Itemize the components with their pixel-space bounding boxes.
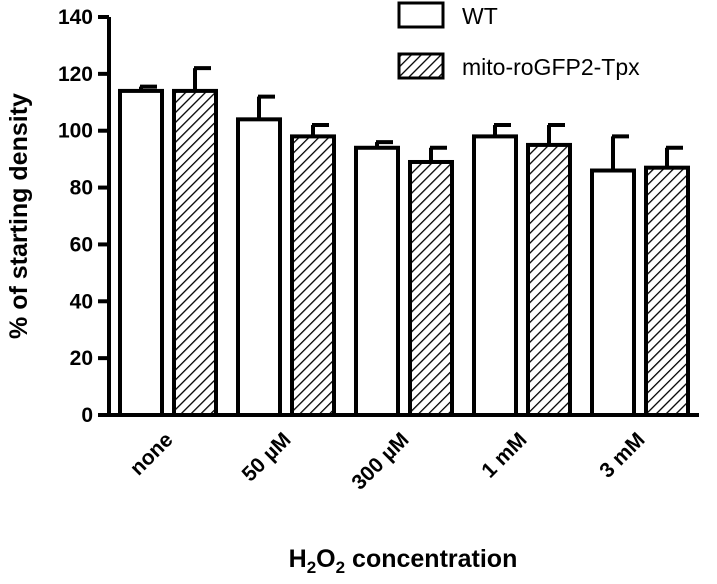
x-tick-label-50-m: 50 µM bbox=[238, 428, 296, 486]
y-ticks-group: 0 20 40 60 80 100 120 140 bbox=[58, 6, 109, 427]
y-tick-label-60: 60 bbox=[70, 233, 93, 256]
x-tick-label-3-mm: 3 mM bbox=[595, 428, 649, 482]
y-tick-label-100: 100 bbox=[58, 120, 93, 143]
legend: WT mito-roGFP2-Tpx bbox=[397, 1, 640, 80]
y-axis-title: % of starting density bbox=[5, 93, 33, 339]
bar-wt-1-mm bbox=[472, 134, 518, 417]
y-tick-label-120: 120 bbox=[58, 63, 93, 86]
bar-mito-rogfp2-tpx-50-m bbox=[290, 134, 336, 417]
bar-wt-50-m bbox=[236, 117, 282, 417]
bar-wt-3-mm bbox=[590, 168, 636, 417]
bar-mito-rogfp2-tpx-1-mm bbox=[526, 142, 572, 418]
bar-mito-rogfp2-tpx-3-mm bbox=[644, 165, 690, 417]
bar-wt-300-m bbox=[354, 145, 400, 417]
y-tick-label-20: 20 bbox=[70, 347, 93, 370]
y-tick-label-80: 80 bbox=[70, 177, 93, 200]
x-tick-label-300-m: 300 µM bbox=[347, 428, 413, 494]
bars-group bbox=[118, 88, 690, 418]
bar-mito-rogfp2-tpx-300-m bbox=[408, 159, 454, 417]
y-tick-label-140: 140 bbox=[58, 6, 93, 29]
bar-mito-rogfp2-tpx-none bbox=[172, 88, 218, 418]
y-tick-label-40: 40 bbox=[70, 290, 93, 313]
bar-wt-none bbox=[118, 88, 164, 418]
legend-swatch-mito-rogfp2-tpx bbox=[397, 52, 445, 80]
legend-label-wt: WT bbox=[462, 3, 498, 29]
x-tick-label-1-mm: 1 mM bbox=[477, 428, 531, 482]
x-ticks-group: none 50 µM 300 µM 1 mM 3 mM bbox=[126, 428, 650, 494]
legend-label-mito-rogfp2-tpx: mito-roGFP2-Tpx bbox=[462, 54, 640, 80]
y-tick-label-0: 0 bbox=[81, 404, 93, 427]
legend-swatch-wt bbox=[397, 1, 445, 29]
axes-group bbox=[107, 17, 699, 417]
error-bars-group bbox=[139, 66, 683, 171]
x-axis-title: H2O2 concentration bbox=[289, 545, 518, 577]
x-tick-label-none: none bbox=[126, 428, 178, 480]
